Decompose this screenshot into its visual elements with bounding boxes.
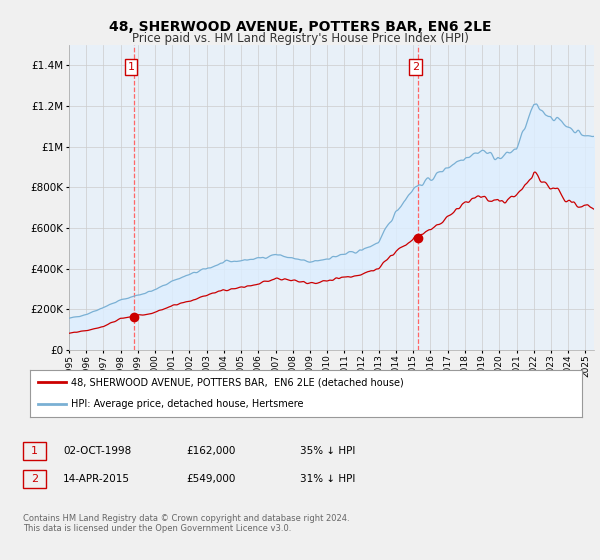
Text: 1: 1 — [127, 62, 134, 72]
Text: 02-OCT-1998: 02-OCT-1998 — [63, 446, 131, 456]
Text: 35% ↓ HPI: 35% ↓ HPI — [300, 446, 355, 456]
Text: 14-APR-2015: 14-APR-2015 — [63, 474, 130, 484]
Text: 48, SHERWOOD AVENUE, POTTERS BAR,  EN6 2LE (detached house): 48, SHERWOOD AVENUE, POTTERS BAR, EN6 2L… — [71, 377, 404, 388]
Text: £162,000: £162,000 — [186, 446, 235, 456]
Text: Price paid vs. HM Land Registry's House Price Index (HPI): Price paid vs. HM Land Registry's House … — [131, 32, 469, 45]
Text: 1: 1 — [31, 446, 38, 456]
Text: 31% ↓ HPI: 31% ↓ HPI — [300, 474, 355, 484]
Text: £549,000: £549,000 — [186, 474, 235, 484]
Text: Contains HM Land Registry data © Crown copyright and database right 2024.
This d: Contains HM Land Registry data © Crown c… — [23, 514, 349, 534]
Text: 2: 2 — [412, 62, 419, 72]
Text: 2: 2 — [31, 474, 38, 484]
Text: HPI: Average price, detached house, Hertsmere: HPI: Average price, detached house, Hert… — [71, 399, 304, 409]
Text: 48, SHERWOOD AVENUE, POTTERS BAR, EN6 2LE: 48, SHERWOOD AVENUE, POTTERS BAR, EN6 2L… — [109, 20, 491, 34]
